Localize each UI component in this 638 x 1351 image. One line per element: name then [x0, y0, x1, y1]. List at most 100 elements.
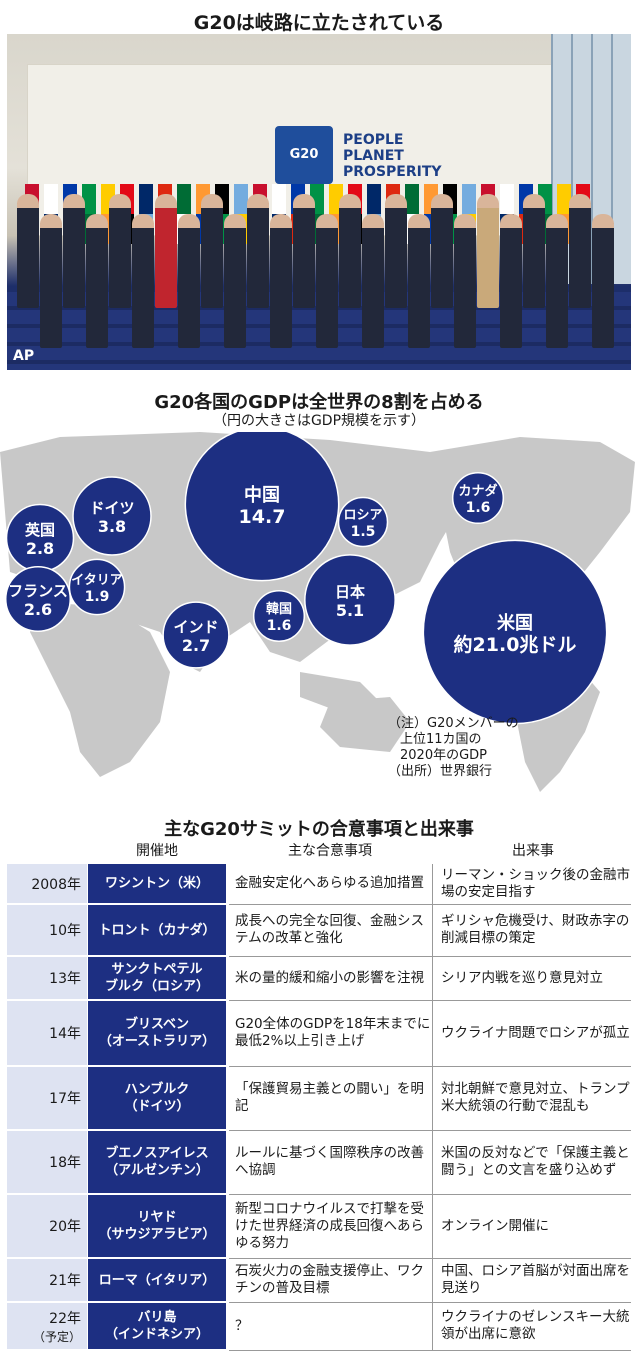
venue-line: （アルゼンチン）	[105, 1163, 209, 1178]
year-cell: 18年	[7, 1131, 87, 1193]
leader-figure	[316, 214, 338, 348]
venue-line: ハンブルク	[124, 1082, 190, 1097]
venue-line: ブリスベン	[124, 1017, 190, 1032]
bubble-country-label: 米国	[497, 612, 533, 634]
agreement-text: 新型コロナウイルスで打撃を受けた世界経済の成長回復へあらゆる努力	[235, 1200, 424, 1251]
event-text: 中国、ロシア首脳が対面出席を見送り	[441, 1263, 630, 1296]
venue-cell: ワシントン（米）	[88, 864, 226, 903]
note-line: （注）G20メンバーの	[388, 716, 519, 731]
header-event: 出来事	[512, 843, 554, 859]
leader-figure	[40, 214, 62, 348]
event-text: オンライン開催に	[441, 1217, 549, 1234]
venue-line: ブエノスアイレス	[105, 1146, 209, 1161]
bubble-country-label: 中国	[244, 484, 280, 506]
summit-photo: G20 PEOPLE PLANET PROSPERITY AP	[7, 34, 631, 370]
bubble-value-label: 3.8	[98, 517, 126, 536]
leader-figure	[500, 214, 522, 348]
event-cell: オンライン開催に	[435, 1195, 631, 1257]
bubble-value-label: 2.8	[26, 539, 54, 558]
agreement-text: 金融安定化へあらゆる追加措置	[235, 875, 424, 891]
table-row: 14年 ブリスベン （オーストラリア） G20全体のGDPを18年末までに最低2%以上…	[7, 1001, 631, 1067]
row-divider	[229, 956, 631, 957]
chart-subtitle: （円の大きさはGDP規模を示す）	[212, 413, 426, 429]
event-cell: リーマン・ショック後の金融市場の安定目指す	[435, 864, 631, 903]
bubble-value-label: 約21.0兆ドル	[454, 633, 577, 656]
year-sub-label: （予定）	[32, 1329, 81, 1344]
leader-figure	[109, 194, 131, 308]
year-label: 21年	[49, 1273, 81, 1289]
photo-credit: AP	[13, 348, 35, 364]
note-line: （出所）世界銀行	[388, 764, 493, 779]
agreement-cell: 「保護貿易主義との闘い」を明記	[229, 1067, 431, 1129]
leader-figure	[86, 214, 108, 348]
venue-line: リヤド	[137, 1210, 177, 1225]
land-australia	[320, 697, 410, 752]
bubble-country-label: イタリア	[71, 573, 122, 588]
year-cell: 10年	[7, 905, 87, 955]
row-divider	[229, 1130, 631, 1131]
leader-figure	[201, 194, 223, 308]
year-cell: 20年	[7, 1195, 87, 1257]
year-label: 10年	[49, 923, 81, 939]
venue-line: バリ島	[137, 1310, 177, 1325]
bubble-value-label: 14.7	[239, 506, 286, 528]
year-cell: 14年	[7, 1001, 87, 1065]
venue-line: トロント（カナダ）	[98, 922, 216, 938]
event-cell: ウクライナのゼレンスキー大統領が出席に意欲	[435, 1303, 631, 1349]
venue-line: ワシントン（米）	[104, 876, 209, 891]
leader-figure	[362, 214, 384, 348]
leader-figure	[477, 194, 499, 308]
agreement-cell: 新型コロナウイルスで打撃を受けた世界経済の成長回復へあらゆる努力	[229, 1195, 431, 1257]
event-cell: ウクライナ問題でロシアが孤立	[435, 1001, 631, 1065]
bubble-3	[72, 476, 152, 556]
chart-notes: （注）G20メンバーの 上位11カ国の 2020年のGDP （出所）世界銀行	[388, 716, 519, 780]
venue-line: （サウジアラビア）	[98, 1227, 216, 1242]
leader-figure	[178, 214, 200, 348]
event-cell: 対北朝鮮で意見対立、トランプ米大統領の行動で混乱も	[435, 1067, 631, 1129]
leader-figure	[132, 214, 154, 348]
event-text: 米国の反対などで「保護主義と闘う」との文言を盛り込めず	[441, 1145, 630, 1178]
year-label: 14年	[49, 1026, 81, 1042]
row-divider	[229, 1302, 631, 1303]
agreement-text: ？	[235, 1317, 249, 1334]
agreement-text: 石炭火力の金融支援停止、ワクチンの普及目標	[235, 1263, 424, 1296]
year-cell: 21年	[7, 1259, 87, 1301]
bubble-country-label: 英国	[25, 521, 55, 539]
agreement-cell: 石炭火力の金融支援停止、ワクチンの普及目標	[229, 1259, 431, 1301]
year-label: 22年	[49, 1310, 81, 1327]
venue-line: （インドネシア）	[104, 1327, 209, 1342]
table-row: 21年 ローマ（イタリア） 石炭火力の金融支援停止、ワクチンの普及目標 中国、ロシア首…	[7, 1259, 631, 1303]
agreement-cell: 成長への完全な回復、金融システムの改革と強化	[229, 905, 431, 955]
venue-cell: ブリスベン （オーストラリア）	[88, 1001, 226, 1065]
venue-cell: トロント（カナダ）	[88, 905, 226, 955]
table-title: 主なG20サミットの合意事項と出来事	[164, 819, 474, 840]
banner-line: PROSPERITY	[343, 164, 442, 180]
venue-cell: ハンブルク （ドイツ）	[88, 1067, 226, 1129]
event-cell: 中国、ロシア首脳が対面出席を見送り	[435, 1259, 631, 1301]
event-text: リーマン・ショック後の金融市場の安定目指す	[441, 866, 630, 900]
venue-cell: ローマ（イタリア）	[88, 1259, 226, 1301]
venue-cell: ブエノスアイレス （アルゼンチン）	[88, 1131, 226, 1193]
row-divider	[229, 1000, 631, 1001]
bubble-9	[252, 589, 306, 643]
event-cell: 米国の反対などで「保護主義と闘う」との文言を盛り込めず	[435, 1131, 631, 1193]
leader-figure	[339, 194, 361, 308]
table-row: 2008年 ワシントン（米） 金融安定化へあらゆる追加措置 リーマン・ショック後の金融…	[7, 864, 631, 905]
row-divider	[229, 1194, 631, 1195]
bubble-country-label: カナダ	[458, 483, 497, 499]
note-line: 上位11カ国の	[400, 732, 482, 747]
leader-figure	[592, 214, 614, 348]
bubble-country-label: 日本	[335, 583, 365, 601]
table-row: 22年 （予定） バリ島 （インドネシア） ？ ウクライナのゼレンスキー大統領が出席に意欲	[7, 1303, 631, 1351]
bubble-value-label: 1.6	[267, 618, 292, 634]
leader-figure	[523, 194, 545, 308]
bubble-country-label: ロシア	[343, 508, 382, 523]
event-text: 対北朝鮮で意見対立、トランプ米大統領の行動で混乱も	[441, 1081, 630, 1114]
bubble-value-label: 1.6	[466, 500, 491, 516]
bubble-10	[337, 496, 389, 548]
year-cell: 22年 （予定）	[7, 1303, 87, 1349]
table-row: 20年 リヤド （サウジアラビア） 新型コロナウイルスで打撃を受けた世界経済の成長回復…	[7, 1195, 631, 1259]
bubble-5	[162, 601, 230, 669]
